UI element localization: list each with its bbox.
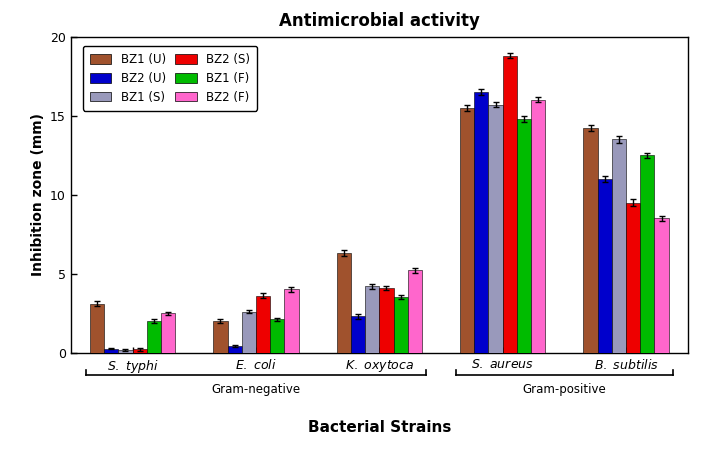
Bar <box>242 311 256 353</box>
Bar <box>489 104 503 353</box>
Bar <box>133 349 147 353</box>
Bar <box>379 288 393 353</box>
Bar <box>460 108 474 353</box>
Bar <box>256 296 270 353</box>
Bar <box>503 55 517 353</box>
Bar <box>90 304 104 353</box>
Bar <box>393 297 408 353</box>
Bar <box>337 253 351 353</box>
Bar <box>228 346 242 353</box>
Y-axis label: Inhibition zone (mm): Inhibition zone (mm) <box>30 113 45 276</box>
Bar <box>104 349 118 353</box>
Bar <box>365 286 379 353</box>
Bar <box>640 155 654 353</box>
Bar <box>284 289 298 353</box>
Text: Gram-positive: Gram-positive <box>523 383 606 396</box>
Bar <box>270 320 284 353</box>
Bar <box>118 350 133 353</box>
Legend: BZ1 (U), BZ2 (U), BZ1 (S), BZ2 (S), BZ1 (F), BZ2 (F): BZ1 (U), BZ2 (U), BZ1 (S), BZ2 (S), BZ1 … <box>83 46 257 111</box>
Bar <box>654 218 669 353</box>
Bar <box>213 321 228 353</box>
Bar <box>147 321 161 353</box>
Bar <box>474 92 489 353</box>
Bar <box>161 313 175 353</box>
Bar <box>626 202 640 353</box>
Text: Gram-negative: Gram-negative <box>211 383 301 396</box>
Bar <box>531 100 545 353</box>
Bar <box>408 271 422 353</box>
Bar <box>612 139 626 353</box>
Bar <box>598 179 612 353</box>
Title: Antimicrobial activity: Antimicrobial activity <box>279 11 480 29</box>
Bar <box>517 119 531 353</box>
Bar <box>351 316 365 353</box>
Bar <box>584 128 598 353</box>
X-axis label: Bacterial Strains: Bacterial Strains <box>308 420 451 435</box>
